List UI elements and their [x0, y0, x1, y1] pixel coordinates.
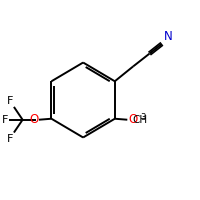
Text: F: F [7, 96, 13, 106]
Text: N: N [163, 30, 172, 43]
Text: O: O [128, 113, 137, 126]
Text: CH: CH [133, 115, 148, 125]
Text: O: O [29, 113, 38, 126]
Text: 3: 3 [140, 113, 145, 122]
Text: F: F [7, 134, 13, 144]
Text: F: F [2, 115, 8, 125]
